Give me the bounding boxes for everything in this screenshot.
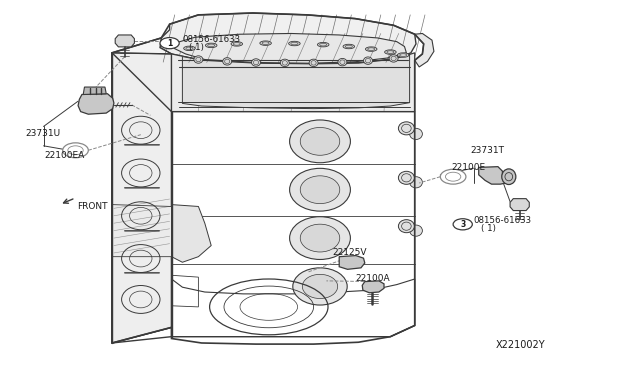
Text: 08156-61633: 08156-61633 bbox=[474, 216, 532, 225]
Polygon shape bbox=[172, 205, 211, 262]
Ellipse shape bbox=[398, 219, 415, 233]
Circle shape bbox=[160, 38, 179, 49]
Text: 22100EA: 22100EA bbox=[45, 151, 85, 160]
Ellipse shape bbox=[338, 58, 347, 66]
Ellipse shape bbox=[389, 55, 398, 62]
Ellipse shape bbox=[300, 128, 340, 155]
Ellipse shape bbox=[502, 169, 516, 185]
Text: 22100E: 22100E bbox=[451, 163, 485, 172]
Polygon shape bbox=[479, 167, 506, 184]
Ellipse shape bbox=[343, 44, 355, 49]
Ellipse shape bbox=[231, 42, 243, 46]
Polygon shape bbox=[172, 53, 415, 112]
Ellipse shape bbox=[290, 120, 351, 163]
Ellipse shape bbox=[302, 275, 338, 298]
Text: X221002Y: X221002Y bbox=[496, 340, 546, 350]
Text: 3: 3 bbox=[460, 220, 465, 229]
Text: 22100A: 22100A bbox=[355, 274, 390, 283]
Text: 22125V: 22125V bbox=[333, 248, 367, 257]
Text: 1: 1 bbox=[167, 39, 172, 48]
Ellipse shape bbox=[317, 42, 329, 47]
Ellipse shape bbox=[300, 224, 340, 252]
Ellipse shape bbox=[300, 176, 340, 203]
Text: 23731U: 23731U bbox=[26, 129, 61, 138]
Polygon shape bbox=[362, 281, 384, 293]
Ellipse shape bbox=[410, 128, 422, 140]
Text: ( 1): ( 1) bbox=[189, 43, 204, 52]
Polygon shape bbox=[174, 33, 406, 63]
Text: ( 1): ( 1) bbox=[481, 224, 496, 233]
Ellipse shape bbox=[252, 59, 260, 66]
Polygon shape bbox=[112, 53, 172, 343]
Ellipse shape bbox=[293, 268, 347, 305]
Polygon shape bbox=[83, 87, 106, 94]
Circle shape bbox=[440, 169, 466, 184]
Ellipse shape bbox=[410, 177, 422, 188]
Polygon shape bbox=[510, 199, 529, 211]
Ellipse shape bbox=[290, 168, 351, 211]
Ellipse shape bbox=[309, 59, 318, 67]
Polygon shape bbox=[160, 13, 416, 64]
Ellipse shape bbox=[397, 53, 409, 57]
Ellipse shape bbox=[289, 41, 300, 46]
Text: FRONT: FRONT bbox=[77, 202, 108, 211]
Ellipse shape bbox=[184, 46, 195, 51]
Polygon shape bbox=[112, 38, 172, 343]
Ellipse shape bbox=[194, 56, 203, 63]
Ellipse shape bbox=[260, 41, 271, 45]
Polygon shape bbox=[115, 35, 134, 47]
Text: 08156-61633: 08156-61633 bbox=[182, 35, 241, 44]
Polygon shape bbox=[182, 55, 410, 109]
Ellipse shape bbox=[365, 47, 377, 51]
Ellipse shape bbox=[205, 43, 217, 48]
Ellipse shape bbox=[364, 57, 372, 64]
Ellipse shape bbox=[280, 59, 289, 67]
Circle shape bbox=[453, 219, 472, 230]
Polygon shape bbox=[415, 33, 434, 67]
Ellipse shape bbox=[290, 217, 351, 260]
Ellipse shape bbox=[385, 50, 396, 54]
Ellipse shape bbox=[398, 171, 415, 185]
Ellipse shape bbox=[398, 122, 415, 135]
Text: 23731T: 23731T bbox=[470, 146, 504, 155]
Ellipse shape bbox=[223, 58, 232, 65]
Polygon shape bbox=[78, 94, 114, 114]
Ellipse shape bbox=[410, 225, 422, 236]
Polygon shape bbox=[339, 256, 365, 269]
Polygon shape bbox=[112, 205, 172, 257]
Circle shape bbox=[63, 143, 88, 158]
